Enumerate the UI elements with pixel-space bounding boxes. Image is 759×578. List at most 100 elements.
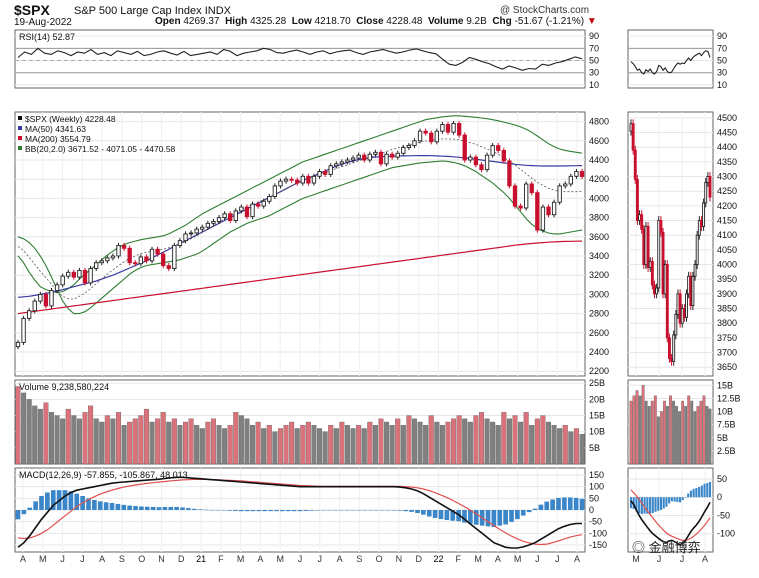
macd-axis-x-label: S	[119, 554, 125, 564]
macd-inset-hist-bar	[643, 497, 646, 514]
macd-hist-bar	[203, 509, 209, 511]
price-candle	[32, 300, 37, 312]
macd-hist-bar	[115, 503, 121, 510]
macd-hist-bar	[197, 509, 203, 510]
price-candle	[99, 260, 104, 264]
price-candle	[535, 192, 540, 231]
macd-hist-bar	[262, 510, 268, 512]
macd-hist-bar	[285, 510, 291, 512]
macd-axis-tick-label: 0	[589, 505, 594, 515]
price-candle	[574, 171, 579, 177]
price-candle	[484, 154, 490, 171]
macd-inset-hist-bar	[698, 486, 701, 498]
macd-hist-bar	[520, 510, 526, 516]
macd-hist-bar	[15, 510, 21, 520]
macd-axis-x-label: O	[376, 554, 383, 564]
macd-hist-bar	[374, 510, 379, 511]
price-candle	[373, 151, 378, 155]
macd-hist-bar	[92, 499, 97, 510]
macd-inset-hist-bar	[689, 490, 692, 498]
price-legend-swatch	[18, 136, 22, 140]
volume-inset-bar	[663, 400, 666, 465]
price-candle	[138, 256, 144, 265]
macd-hist-bar	[121, 504, 127, 510]
macd-axis-x-label: M	[276, 554, 284, 564]
volume-bar	[116, 412, 122, 465]
price-candle	[105, 257, 110, 262]
volume-bar	[205, 421, 211, 465]
volume-inset-bar	[641, 385, 645, 465]
volume-bar	[76, 418, 82, 465]
macd-hist-bar	[186, 508, 191, 510]
macd-hist-bar	[303, 510, 309, 511]
price-candle	[205, 222, 211, 228]
price-axis-tick-label: 3000	[589, 289, 609, 299]
price-candle	[172, 244, 177, 269]
price-inset-candle	[640, 214, 644, 230]
price-inset-axis-tick-label: 3800	[717, 318, 737, 328]
macd-hist-bar	[573, 497, 579, 510]
volume-bar	[149, 421, 155, 465]
volume-panel	[14, 379, 586, 465]
price-inset-axis-tick-label: 3650	[717, 362, 737, 372]
macd-inset-axis-x-label: A	[702, 554, 708, 564]
macd-hist-bar	[127, 505, 132, 510]
volume-inset-axis-tick-label: 5B	[717, 433, 728, 443]
macd-hist-bar	[544, 501, 550, 510]
price-candle	[272, 185, 278, 197]
macd-hist-bar	[409, 510, 414, 512]
volume-bar	[518, 421, 524, 465]
price-inset-panel	[627, 111, 714, 377]
macd-hist-bar	[280, 510, 285, 512]
macd-hist-bar	[315, 510, 320, 511]
price-candle	[144, 256, 149, 262]
price-candle	[295, 179, 300, 184]
volume-inset-bar	[659, 411, 663, 465]
macd-hist-bar	[45, 492, 50, 510]
macd-hist-bar	[491, 510, 497, 528]
macd-inset-hist-bar	[657, 497, 660, 511]
macd-line	[17, 476, 582, 549]
volume-bar	[400, 425, 406, 465]
macd-hist-bar	[309, 510, 315, 511]
price-candle	[440, 124, 445, 132]
price-inset-candle	[631, 123, 635, 151]
price-inset-candle	[659, 220, 663, 233]
macd-hist-bar	[215, 510, 221, 511]
price-inset-axis-tick-label: 4450	[717, 128, 737, 138]
volume-bar	[21, 392, 27, 465]
price-candle	[367, 153, 372, 161]
price-candle	[551, 201, 557, 216]
macd-axis-x-label: J	[298, 554, 303, 564]
macd-axis-x-label: 22	[433, 554, 443, 564]
price-candle	[429, 132, 434, 143]
macd-hist-bar	[397, 510, 403, 511]
macd-inset-hist-bar	[703, 483, 706, 498]
volume-inset-bar	[705, 406, 709, 465]
macd-inset-hist-bar	[646, 497, 649, 514]
macd-hist-bar	[27, 507, 33, 510]
price-inset-axis-tick-label: 3700	[717, 348, 737, 358]
price-inset-axis-tick-label: 4250	[717, 186, 737, 196]
volume-bar	[127, 421, 133, 465]
price-inset-candle	[674, 313, 678, 336]
price-candle	[121, 244, 127, 249]
macd-axis-x-label: D	[415, 554, 422, 564]
macd-hist-bar	[209, 510, 215, 511]
macd-inset-hist-bar	[681, 497, 684, 501]
volume-inset-bar	[647, 406, 651, 465]
price-inset-candle	[704, 181, 708, 204]
price-inset-candle	[655, 287, 659, 295]
price-inset-candle	[702, 202, 706, 227]
price-candle	[328, 165, 333, 175]
volume-axis-tick-label: 15B	[589, 411, 605, 421]
price-candle	[479, 164, 484, 171]
price-candle	[540, 206, 546, 231]
volume-bar	[49, 412, 55, 465]
macd-inset-hist-bar	[629, 497, 633, 509]
macd-hist-bar	[562, 497, 567, 510]
macd-inset-axis-x-label: J	[657, 554, 662, 564]
macd-hist-bar	[438, 510, 444, 520]
volume-axis-tick-label: 25B	[589, 378, 605, 388]
volume-bar	[43, 402, 49, 465]
